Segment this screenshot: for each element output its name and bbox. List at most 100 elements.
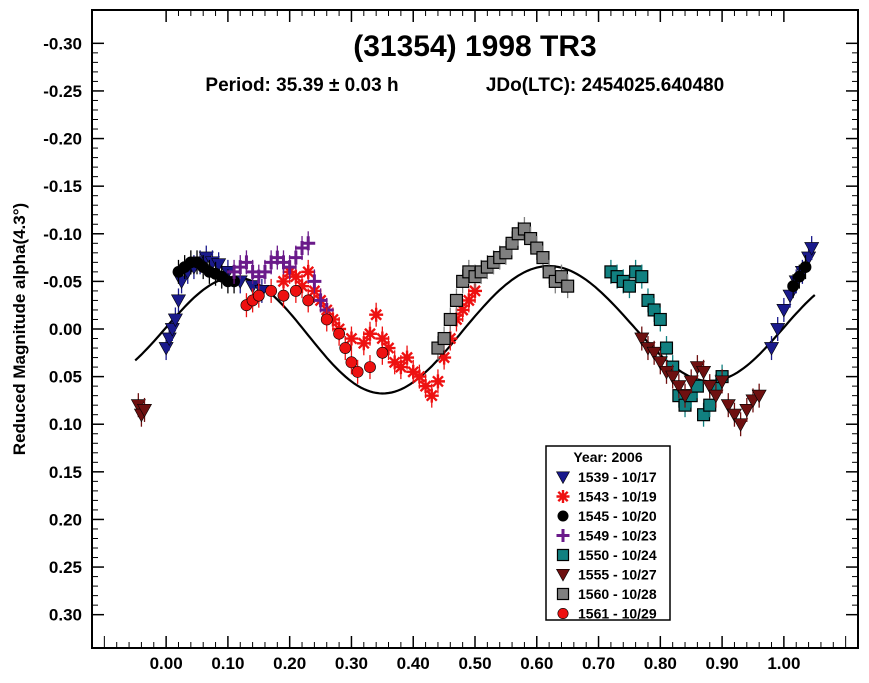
data-point	[313, 293, 328, 308]
data-point	[167, 313, 183, 328]
data-point	[714, 375, 730, 389]
y-tick-label: 0.05	[49, 368, 82, 387]
data-point	[635, 270, 649, 284]
legend-entry-label: 1543 - 10/19	[578, 489, 657, 505]
y-tick-label: -0.10	[43, 225, 82, 244]
data-point	[561, 279, 575, 293]
data-point	[708, 389, 724, 404]
y-tick-label: 0.00	[49, 320, 82, 339]
data-point	[726, 408, 742, 423]
data-point	[782, 289, 798, 304]
legend-marker	[556, 529, 570, 542]
data-point	[375, 331, 390, 346]
data-point	[671, 380, 687, 394]
legend-marker	[555, 568, 571, 582]
y-tick-label: 0.20	[49, 510, 82, 529]
legend-entries: 1539 - 10/17 1543 - 10/19 1545 - 10/20 1549…	[555, 469, 657, 622]
data-point	[257, 264, 272, 279]
y-tick-label: 0.15	[49, 463, 82, 482]
x-tick-label: 0.10	[211, 654, 244, 673]
data-point	[703, 398, 717, 412]
data-point	[333, 327, 345, 340]
x-tick-label: 0.40	[397, 654, 430, 673]
data-point	[277, 289, 290, 302]
data-point	[720, 399, 736, 413]
chart-subtitle-epoch: JDo(LTC): 2454025.640480	[486, 75, 724, 96]
data-point	[265, 285, 278, 297]
data-point	[776, 304, 792, 318]
data-point	[412, 369, 427, 384]
data-point	[307, 274, 322, 289]
data-point	[751, 389, 767, 404]
data-point	[282, 260, 297, 275]
data-point	[288, 250, 303, 265]
data-point	[356, 336, 371, 351]
data-point	[793, 270, 806, 283]
y-tick-label: -0.05	[43, 272, 82, 291]
data-point	[659, 341, 674, 355]
x-tick-label: 0.80	[644, 654, 677, 673]
data-point	[634, 332, 650, 347]
data-point	[362, 326, 377, 341]
data-point	[325, 312, 340, 327]
x-tick-label: 0.20	[273, 654, 306, 673]
y-tick-label: 0.10	[49, 415, 82, 434]
x-tick-label: 0.90	[706, 654, 739, 673]
y-tick-label: -0.15	[43, 177, 82, 196]
legend-entry-label: 1561 - 10/29	[578, 606, 657, 622]
data-point	[136, 404, 153, 418]
legend-marker	[557, 510, 569, 522]
data-point	[252, 289, 265, 302]
x-axis: 0.00 0.10 0.20 0.30 0.40 0.50 0.60 0.70 0.80 0.90…	[103, 10, 847, 673]
x-tick-label: 0.00	[150, 654, 183, 673]
data-point	[302, 294, 315, 307]
data-point	[387, 355, 402, 370]
legend-entry-label: 1550 - 10/24	[578, 547, 657, 563]
data-point	[381, 341, 396, 356]
data-point	[295, 279, 310, 294]
data-point	[239, 255, 254, 270]
legend-entry-label: 1545 - 10/20	[578, 508, 657, 524]
data-point	[174, 275, 190, 290]
data-point	[369, 307, 384, 322]
data-point	[437, 350, 452, 365]
x-tick-label: 0.50	[458, 654, 491, 673]
data-point	[677, 389, 693, 404]
data-point	[158, 342, 174, 356]
data-point	[320, 313, 333, 326]
data-point	[364, 361, 376, 373]
data-point	[376, 346, 389, 359]
legend-marker	[556, 490, 570, 503]
data-point	[170, 294, 186, 309]
data-point	[468, 283, 482, 298]
legend-entry-label: 1560 - 10/28	[578, 586, 657, 602]
data-point	[418, 379, 433, 394]
y-tick-label: -0.30	[43, 34, 82, 53]
legend-entry-label: 1539 - 10/17	[578, 469, 657, 485]
data-point	[799, 261, 812, 274]
data-point	[430, 374, 445, 389]
data-point	[344, 331, 359, 346]
x-tick-label: 1.00	[767, 654, 800, 673]
data-point	[424, 388, 439, 403]
x-tick-label: 0.30	[335, 654, 368, 673]
legend-marker	[556, 587, 570, 601]
legend-marker	[556, 548, 570, 562]
chart-title: (31354) 1998 TR3	[353, 30, 597, 63]
data-point	[702, 380, 718, 394]
y-tick-label: 0.30	[49, 606, 82, 625]
data-point	[288, 269, 303, 284]
data-point	[739, 404, 755, 418]
data-point	[733, 418, 749, 432]
data-point	[665, 370, 681, 385]
data-point	[301, 236, 316, 251]
data-point	[622, 279, 636, 293]
data-point	[683, 375, 699, 389]
data-point	[276, 274, 291, 289]
legend-entry-label: 1555 - 10/27	[578, 567, 657, 583]
data-point	[696, 365, 712, 380]
data-point	[406, 364, 421, 379]
data-point	[787, 280, 800, 293]
